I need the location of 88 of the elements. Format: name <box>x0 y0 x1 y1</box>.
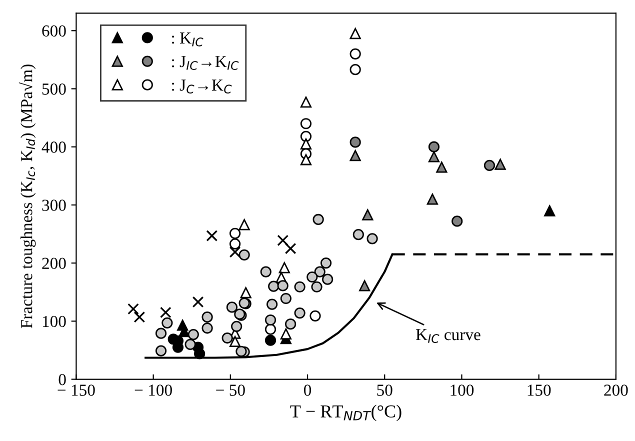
point <box>314 266 326 278</box>
x-tick-label: − 50 <box>216 384 245 396</box>
y-tick-label: 0 <box>58 374 66 386</box>
point <box>312 214 324 226</box>
x-tick-label: 150 <box>528 384 551 396</box>
x-axis-title: T − RT$_{NDT}$(°C) <box>290 404 402 422</box>
point <box>280 292 292 304</box>
point <box>238 219 250 230</box>
point <box>264 314 276 326</box>
point <box>428 151 440 162</box>
point <box>229 336 241 348</box>
point <box>231 320 242 332</box>
point <box>300 118 312 130</box>
point <box>134 311 146 323</box>
point <box>452 216 463 227</box>
point <box>264 334 276 346</box>
point <box>300 96 312 108</box>
point <box>294 281 306 292</box>
x-tick-label: 50 <box>377 384 392 396</box>
point <box>494 158 506 170</box>
point <box>359 280 370 292</box>
point <box>240 287 252 298</box>
point <box>229 246 241 258</box>
annotation: K$_{IC}$ curve <box>416 329 480 343</box>
point <box>229 228 241 239</box>
point <box>236 346 247 357</box>
point <box>428 141 440 152</box>
point <box>300 154 312 166</box>
point <box>202 312 213 323</box>
point <box>352 229 364 240</box>
point <box>300 138 312 150</box>
x-tick-label: − 150 <box>58 384 95 396</box>
point <box>264 324 276 335</box>
point <box>294 307 306 319</box>
point <box>278 262 290 274</box>
point <box>206 230 218 242</box>
x-tick-label: − 100 <box>134 384 172 396</box>
point <box>322 274 334 285</box>
point <box>238 249 250 260</box>
point <box>366 233 378 244</box>
y-tick-label: 500 <box>42 83 66 95</box>
point <box>277 234 289 246</box>
point <box>260 266 272 278</box>
legend-label: : K$_{IC}$ <box>172 32 204 46</box>
point <box>155 328 167 339</box>
legend-label: : J$_{C}$→K$_{C}$ <box>172 80 232 94</box>
y-axis-title: Fracture toughness (K$_{Ic}$, K$_{Id}$) (MPa√m) <box>18 64 36 328</box>
point <box>350 28 361 40</box>
point <box>222 332 233 344</box>
point <box>160 306 172 318</box>
point <box>484 160 496 172</box>
y-tick-label: 400 <box>42 142 66 153</box>
point <box>436 162 448 173</box>
point <box>284 242 296 254</box>
x-tick-label: 100 <box>450 384 474 396</box>
point <box>350 64 361 76</box>
point <box>188 328 199 340</box>
point <box>350 48 361 60</box>
point <box>426 194 438 205</box>
point <box>300 130 312 142</box>
point <box>280 328 292 340</box>
y-tick-label: 300 <box>42 200 66 211</box>
y-tick-label: 100 <box>42 316 66 328</box>
point <box>277 280 288 292</box>
point <box>320 258 332 269</box>
point <box>162 317 173 328</box>
point <box>155 345 167 356</box>
point <box>268 280 280 292</box>
point <box>192 296 204 308</box>
point <box>128 303 139 315</box>
point <box>229 238 241 250</box>
x-tick-label: 0 <box>304 384 312 396</box>
point <box>310 310 321 322</box>
y-tick-label: 600 <box>42 25 66 37</box>
y-tick-label: 200 <box>42 258 66 270</box>
point <box>311 281 322 292</box>
point <box>362 209 374 220</box>
point <box>350 136 361 148</box>
point <box>226 302 238 313</box>
x-tick-label: 200 <box>604 384 628 396</box>
point <box>306 271 318 283</box>
point <box>544 205 556 216</box>
legend-label: : J$_{IC}$→K$_{IC}$ <box>172 56 239 70</box>
point <box>202 322 213 334</box>
point <box>350 150 361 162</box>
point <box>266 298 278 310</box>
point <box>184 338 196 350</box>
point <box>285 318 296 330</box>
